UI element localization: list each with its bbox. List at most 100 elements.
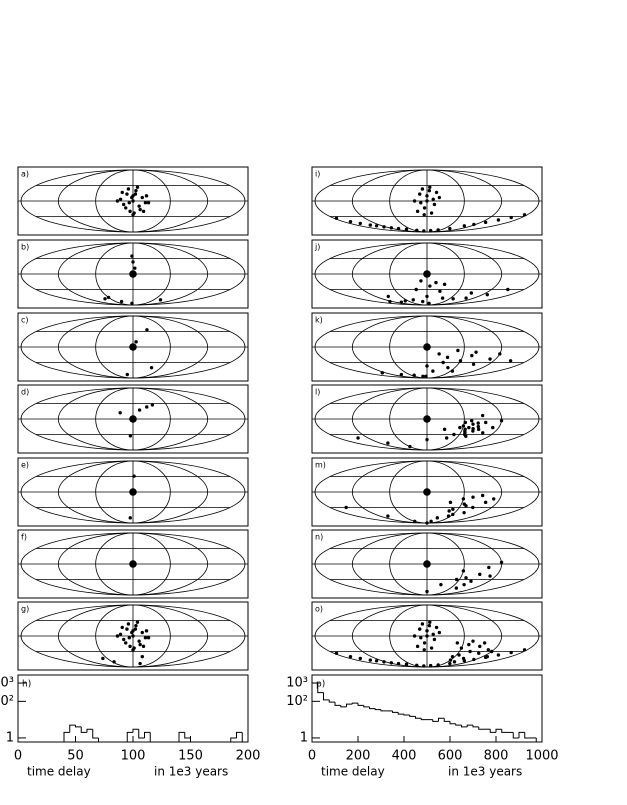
x-axis-unit: in 1e3 years (448, 765, 522, 779)
event-point (118, 411, 122, 415)
event-point (374, 224, 379, 228)
event-point (437, 195, 442, 200)
event-point (131, 260, 135, 264)
event-point (522, 213, 527, 217)
event-point (412, 373, 416, 377)
histogram-step (86, 728, 93, 733)
event-point (471, 639, 475, 643)
event-point (467, 642, 471, 647)
event-point (464, 576, 468, 580)
histogram-step (495, 728, 502, 733)
event-point (344, 505, 348, 510)
event-point (488, 574, 492, 578)
histogram-step (230, 737, 237, 742)
event-point (508, 359, 513, 363)
x-axis-label: time delay (321, 765, 385, 779)
event-point (125, 192, 129, 196)
histogram-step (478, 726, 485, 730)
histogram-step (489, 729, 496, 733)
event-point (419, 201, 423, 205)
event-point (368, 658, 372, 662)
histogram-step (236, 731, 243, 738)
event-point (489, 649, 494, 654)
panel-label: h) (22, 680, 31, 690)
event-point (389, 226, 394, 230)
x-tick-label: 400 (392, 749, 417, 764)
histogram-step (80, 726, 87, 733)
event-point (119, 299, 124, 304)
event-point (441, 360, 445, 365)
y-tick-label: 1 (6, 730, 14, 745)
panel-label: d) (21, 388, 29, 397)
event-point (137, 639, 141, 643)
histogram-step (455, 723, 462, 726)
event-point (348, 654, 353, 659)
event-point (122, 637, 126, 642)
event-point (140, 654, 144, 659)
event-point (133, 266, 137, 270)
event-point (149, 365, 154, 370)
panel-label: m) (315, 461, 326, 470)
panel-label: e) (21, 461, 29, 470)
event-point (486, 648, 491, 652)
x-tick-label: 0 (308, 749, 316, 764)
panel-label: k) (315, 316, 323, 325)
event-point (115, 199, 120, 203)
event-point (451, 507, 455, 511)
x-tick-label: 800 (484, 749, 509, 764)
event-point (450, 369, 455, 373)
x-tick-label: 1000 (525, 749, 558, 764)
event-point (425, 364, 429, 368)
event-point (145, 405, 149, 409)
event-point (476, 427, 481, 432)
event-point (386, 441, 390, 445)
event-point (422, 648, 426, 652)
event-point (137, 408, 142, 412)
event-point (434, 625, 439, 630)
histogram-step (432, 719, 439, 722)
source-point (129, 488, 137, 496)
event-point (431, 369, 435, 373)
histogram-step (92, 729, 99, 739)
event-point (484, 420, 488, 425)
event-point (440, 296, 445, 300)
event-point (467, 425, 471, 430)
histogram-step (466, 724, 473, 727)
event-point (130, 301, 134, 305)
event-point (485, 292, 489, 297)
panel-label: a) (21, 170, 29, 179)
event-point (434, 190, 439, 195)
event-point (388, 299, 392, 304)
event-point (463, 420, 468, 425)
event-point (425, 629, 429, 633)
event-point (431, 632, 435, 636)
event-point (412, 199, 417, 203)
event-point (464, 434, 468, 438)
event-point (483, 655, 488, 660)
event-point (483, 220, 488, 225)
event-point (454, 586, 459, 590)
event-point (420, 622, 425, 626)
event-point (358, 221, 362, 226)
event-point (126, 187, 131, 191)
event-point (498, 352, 502, 356)
event-point (418, 192, 422, 196)
event-point (429, 519, 433, 523)
event-point (137, 204, 141, 208)
event-point (481, 431, 485, 435)
histogram-step (132, 728, 139, 733)
event-point (415, 228, 419, 232)
event-point (141, 209, 146, 214)
y-tick-label: 10³ (0, 676, 14, 691)
histogram-step (409, 714, 416, 717)
histogram-step (461, 725, 468, 728)
x-axis-unit: in 1e3 years (154, 765, 228, 779)
event-point (128, 209, 132, 214)
event-point (437, 630, 442, 635)
event-point (429, 646, 434, 650)
histogram-step (518, 731, 525, 738)
event-point (427, 301, 431, 305)
event-point (106, 295, 111, 300)
event-point (437, 352, 441, 356)
